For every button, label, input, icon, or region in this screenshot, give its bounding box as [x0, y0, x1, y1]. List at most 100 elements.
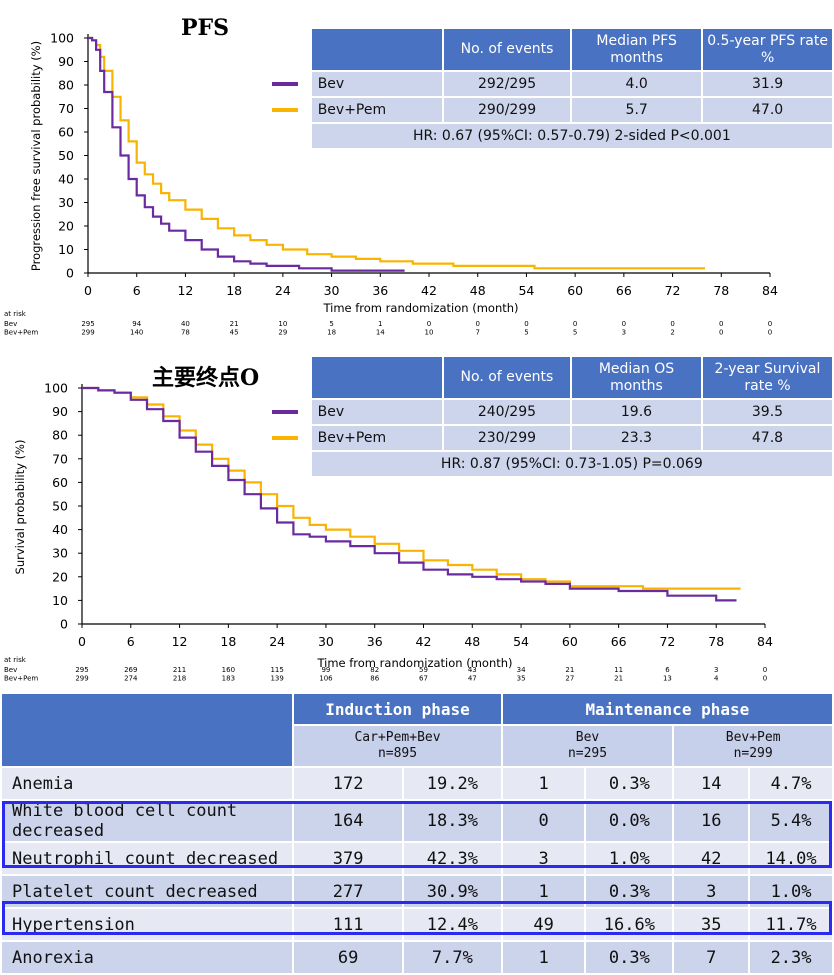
at-risk-count: 274 — [124, 675, 138, 683]
ae-percent: 1.0% — [584, 841, 675, 876]
at-risk-count: 0 — [768, 320, 772, 328]
at-risk-count: 99 — [321, 666, 330, 674]
highlight-box-hypertension — [2, 901, 832, 935]
at-risk-count: 86 — [370, 675, 379, 683]
ae-name: Hypertension — [0, 907, 295, 942]
at-risk-count: 0 — [573, 320, 577, 328]
pfs-header-events: No. of events — [441, 27, 573, 72]
at-risk-count: 82 — [370, 666, 379, 674]
at-risk-count: 160 — [222, 666, 235, 674]
os-title: 主要终点OS — [152, 365, 275, 391]
y-tick-label: 10 — [52, 593, 68, 608]
at-risk-count: 40 — [181, 320, 190, 328]
x-tick-label: 78 — [713, 283, 729, 298]
os-row-bevpem-events: 230/299 — [441, 424, 572, 452]
ae-percent: 11.7% — [748, 907, 834, 942]
x-tick-label: 36 — [372, 283, 388, 298]
y-tick-label: 90 — [52, 404, 68, 419]
y-tick-label: 50 — [58, 148, 74, 163]
pfs-header-rate: 0.5-year PFS rate % — [701, 27, 834, 72]
at-risk-count: 10 — [425, 329, 434, 337]
at-risk-count: 183 — [222, 675, 235, 683]
y-tick-label: 50 — [52, 499, 68, 514]
at-risk-count: 1 — [378, 320, 382, 328]
pfs-survival-curves — [88, 36, 705, 272]
ae-count: 14 — [672, 766, 751, 801]
ae-count: 35 — [672, 907, 751, 942]
ae-count: 164 — [292, 799, 404, 843]
x-tick-label: 60 — [562, 634, 578, 649]
bev-curve — [88, 36, 405, 272]
at-risk-count: 59 — [419, 666, 428, 674]
ae-percent: 7.7% — [401, 940, 503, 975]
pfs-row-bev-name: Bev — [309, 70, 445, 98]
y-tick-label: 10 — [58, 242, 74, 257]
bev-curve — [82, 386, 737, 602]
table-row: White blood cell count decreased 164 18.3%… — [0, 799, 834, 843]
ae-count: 379 — [292, 841, 404, 876]
at-risk-count: 299 — [81, 329, 94, 337]
maintenance-phase-header: Maintenance phase — [500, 692, 834, 726]
x-tick-label: 48 — [470, 283, 486, 298]
x-tick-label: 18 — [226, 283, 242, 298]
at-risk-count: 0 — [768, 329, 772, 337]
ae-percent: 42.3% — [401, 841, 503, 876]
pfs-row-bevpem-name: Bev+Pem — [309, 96, 445, 124]
ae-count: 3 — [500, 841, 587, 876]
at-risk-count: 4 — [714, 675, 719, 683]
pfs-axes: 0 6 12 18 24 30 36 42 48 54 60 66 72 78 84 0 10 20 30 40 50 6… — [50, 31, 778, 299]
at-risk-count: 0 — [670, 320, 674, 328]
ae-percent: 19.2% — [401, 766, 503, 801]
at-risk-count: 34 — [517, 666, 526, 674]
y-tick-label: 20 — [58, 219, 74, 234]
table-row: Anemia 172 19.2% 1 0.3% 14 4.7% — [0, 766, 834, 801]
x-tick-label: 66 — [616, 283, 632, 298]
os-row-bev-median: 19.6 — [569, 398, 703, 426]
ae-percent: 14.0% — [748, 841, 834, 876]
at-risk-count: 5 — [573, 329, 577, 337]
at-risk-count: 27 — [565, 675, 574, 683]
at-risk-count: 11 — [614, 666, 623, 674]
x-tick-label: 78 — [708, 634, 724, 649]
at-risk-count: 0 — [475, 320, 479, 328]
x-tick-label: 30 — [318, 634, 334, 649]
x-tick-label: 24 — [275, 283, 291, 298]
at-risk-count: 106 — [319, 675, 333, 683]
os-row-bevpem-median: 23.3 — [569, 424, 703, 452]
pfs-y-axis-label: Progression free survival probability (%… — [29, 41, 43, 271]
x-tick-label: 54 — [513, 634, 529, 649]
ae-name: White blood cell count decreased — [0, 799, 295, 843]
ae-percent: 16.6% — [584, 907, 675, 942]
os-header-events: No. of events — [441, 355, 572, 400]
at-risk-count: 67 — [419, 675, 428, 683]
x-tick-label: 6 — [127, 634, 135, 649]
table-row: Neutrophil count decreased 379 42.3% 3 1.0% 4… — [0, 841, 834, 876]
y-tick-label: 0 — [66, 266, 74, 281]
at-risk-count: 139 — [270, 675, 283, 683]
at-risk-count: 21 — [565, 666, 574, 674]
ae-percent: 12.4% — [401, 907, 503, 942]
x-tick-label: 60 — [567, 283, 583, 298]
pfs-hazard-ratio: HR: 0.67 (95%CI: 0.57-0.79) 2-sided P<0.… — [309, 122, 834, 150]
y-tick-label: 80 — [52, 428, 68, 443]
os-axes: 0 6 12 18 24 30 36 42 48 54 60 66 72 78 84 0 10 20 30 40 50 6… — [44, 381, 773, 650]
pfs-row-bev-events: 292/295 — [441, 70, 573, 98]
at-risk-count: 2 — [670, 329, 674, 337]
table-row: Hypertension 111 12.4% 49 16.6% 35 11.7% — [0, 907, 834, 942]
induction-phase-header: Induction phase — [292, 692, 503, 726]
legend-bev-swatch — [260, 71, 311, 97]
at-risk-count: 14 — [376, 329, 385, 337]
at-risk-arm-name: Bev — [4, 666, 17, 674]
ae-percent: 18.3% — [401, 799, 503, 843]
os-row-bevpem-name: Bev+Pem — [309, 424, 444, 452]
arm-title: Bev — [575, 730, 600, 745]
arm-header-car-pem-bev: Car+Pem+Bev n=895 — [292, 724, 503, 768]
x-tick-label: 6 — [133, 283, 141, 298]
at-risk-arm-name: Bev+Pem — [4, 329, 38, 337]
x-tick-label: 42 — [416, 634, 432, 649]
x-tick-label: 0 — [78, 634, 86, 649]
at-risk-count: 6 — [665, 666, 670, 674]
y-tick-label: 40 — [52, 522, 68, 537]
y-tick-label: 100 — [44, 381, 68, 396]
os-summary-table: No. of events Median OS months 2-year Su… — [260, 355, 834, 478]
